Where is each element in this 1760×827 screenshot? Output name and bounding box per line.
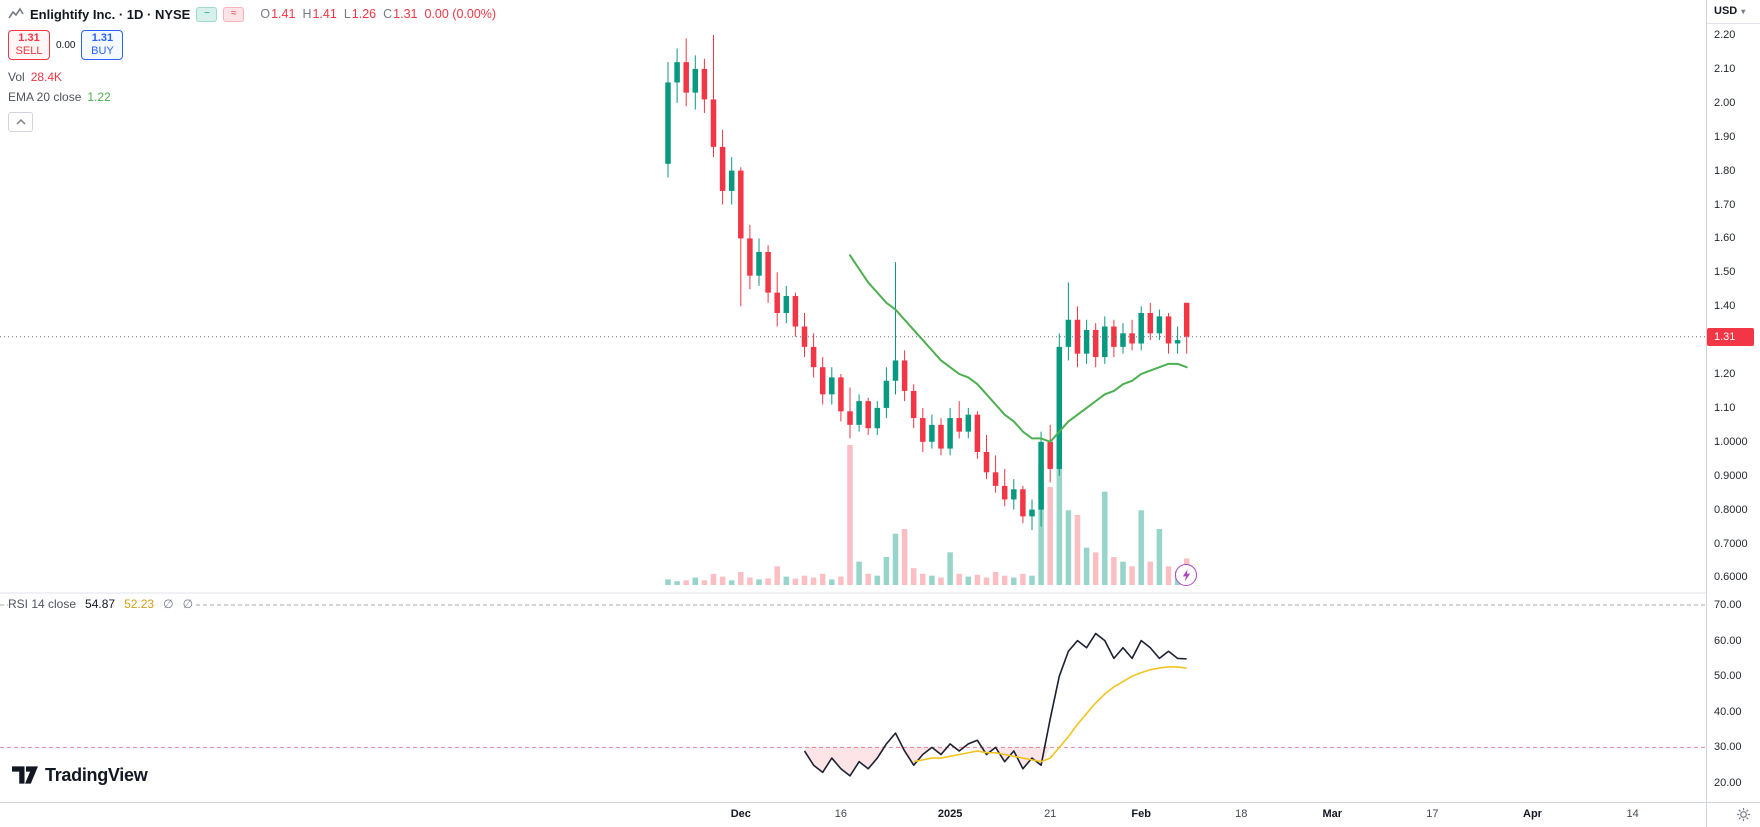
- rsi-empty-icon: ∅: [163, 597, 174, 611]
- lightning-icon[interactable]: [1175, 564, 1197, 586]
- price-axis-label: 0.9000: [1714, 469, 1748, 482]
- tradingview-logo-icon: [12, 766, 38, 784]
- rsi-empty-icon: ∅: [182, 597, 194, 611]
- scale-settings-icon[interactable]: [1736, 807, 1751, 822]
- rsi-signal-value: 52.23: [124, 597, 155, 611]
- high-value: 1.41: [312, 7, 337, 21]
- time-axis-label: Dec: [730, 808, 751, 820]
- volume-value: 28.4K: [30, 70, 63, 84]
- trade-buttons-row: 1.31 SELL 0.00 1.31 BUY: [8, 30, 496, 60]
- rsi-axis-label: 70.00: [1714, 599, 1742, 611]
- price-axis-label: 1.50: [1714, 266, 1736, 279]
- time-axis-label: 18: [1235, 808, 1248, 820]
- price-axis-label: 1.70: [1714, 198, 1736, 211]
- currency-label: USD: [1714, 5, 1738, 17]
- ema-legend[interactable]: EMA 20 close 1.22: [8, 90, 496, 104]
- currency-selector[interactable]: USD ▾: [1714, 5, 1745, 17]
- chart-legend: Enlightify Inc. · 1D · NYSE − ≈ O1.41 H1…: [8, 5, 496, 132]
- time-axis[interactable]: Dec 16 2025 21 Feb 18 Mar 17 Apr 14: [0, 802, 1760, 827]
- volume-label: Vol: [8, 70, 25, 84]
- price-axis-label: 0.7000: [1714, 537, 1748, 550]
- symbol-chart-icon: [8, 6, 24, 22]
- price-axis-label: 1.20: [1714, 368, 1736, 380]
- rsi-axis-label: 20.00: [1714, 777, 1742, 789]
- axis-corner-separator: [1706, 803, 1707, 827]
- time-axis-label: 16: [834, 808, 848, 820]
- rsi-value: 54.87: [85, 597, 116, 611]
- buy-button[interactable]: 1.31 BUY: [81, 30, 124, 60]
- price-axis-label: 0.8000: [1714, 503, 1748, 516]
- axis-separator: [1707, 23, 1760, 24]
- ema-value: 1.22: [87, 90, 111, 104]
- last-price-tag: 1.31: [1707, 327, 1754, 346]
- time-axis-label: Apr: [1523, 808, 1542, 820]
- time-axis-label: 14: [1626, 808, 1639, 820]
- chart-plot-area[interactable]: [0, 0, 1706, 802]
- price-axis-label: 0.6000: [1714, 571, 1748, 584]
- price-axis-label: 1.60: [1714, 232, 1736, 245]
- price-axis-label: 2.00: [1714, 96, 1736, 109]
- price-axis[interactable]: USD ▾ 1.31 2.20 2.10 2.00 1.90 1.80 1.70 1.60 1…: [1706, 0, 1760, 802]
- rsi-axis-label: 40.00: [1714, 705, 1742, 718]
- time-axis-label: Mar: [1322, 808, 1343, 820]
- time-axis-label: 2025: [937, 808, 963, 820]
- high-label: H: [302, 7, 312, 21]
- price-axis-label: 1.0000: [1714, 435, 1748, 448]
- close-value: 1.31: [393, 7, 418, 21]
- sell-button[interactable]: 1.31 SELL: [8, 30, 50, 60]
- ema-label: EMA 20 close: [8, 90, 82, 104]
- rsi-legend[interactable]: RSI 14 close 54.87 52.23 ∅ ∅: [8, 597, 197, 611]
- change-value: 0.00 (0.00%): [424, 7, 497, 21]
- delayed-data-icon[interactable]: ≈: [223, 6, 245, 22]
- price-axis-label: 2.10: [1714, 62, 1736, 75]
- buy-label: BUY: [91, 45, 114, 57]
- tradingview-logo-text: TradingView: [45, 764, 148, 785]
- close-label: C: [383, 7, 393, 21]
- time-axis-label: Feb: [1131, 808, 1151, 820]
- time-axis-label: 21: [1044, 808, 1057, 820]
- sell-label: SELL: [15, 45, 43, 57]
- open-label: O: [260, 7, 271, 21]
- low-label: L: [343, 7, 351, 21]
- buy-price: 1.31: [91, 31, 114, 44]
- tradingview-logo[interactable]: TradingView: [12, 764, 148, 786]
- rsi-label: RSI 14 close: [8, 597, 77, 611]
- ohlc-readout: O1.41 H1.41 L1.26 C1.31 0.00 (0.00%): [260, 7, 496, 21]
- volume-legend[interactable]: Vol 28.4K: [8, 70, 496, 84]
- price-axis-label: 1.90: [1714, 130, 1736, 143]
- price-axis-label: 2.20: [1714, 29, 1736, 41]
- price-axis-label: 1.10: [1714, 401, 1736, 414]
- rsi-axis-label: 30.00: [1714, 741, 1742, 754]
- low-value: 1.26: [351, 7, 377, 21]
- chevron-down-icon: ▾: [1741, 6, 1746, 16]
- collapse-legend-button[interactable]: [8, 112, 33, 132]
- symbol-title[interactable]: Enlightify Inc. · 1D · NYSE: [30, 6, 191, 22]
- time-axis-label: 17: [1426, 808, 1439, 820]
- price-axis-label: 1.40: [1714, 300, 1736, 313]
- open-value: 1.41: [271, 7, 296, 21]
- spread-value: 0.00: [56, 39, 76, 51]
- market-status-icon[interactable]: −: [196, 6, 218, 22]
- rsi-axis-label: 50.00: [1714, 670, 1742, 683]
- symbol-title-row[interactable]: Enlightify Inc. · 1D · NYSE − ≈ O1.41 H1…: [8, 5, 496, 23]
- rsi-axis-label: 60.00: [1714, 634, 1742, 647]
- sell-price: 1.31: [18, 31, 40, 44]
- price-axis-label: 1.80: [1714, 164, 1736, 177]
